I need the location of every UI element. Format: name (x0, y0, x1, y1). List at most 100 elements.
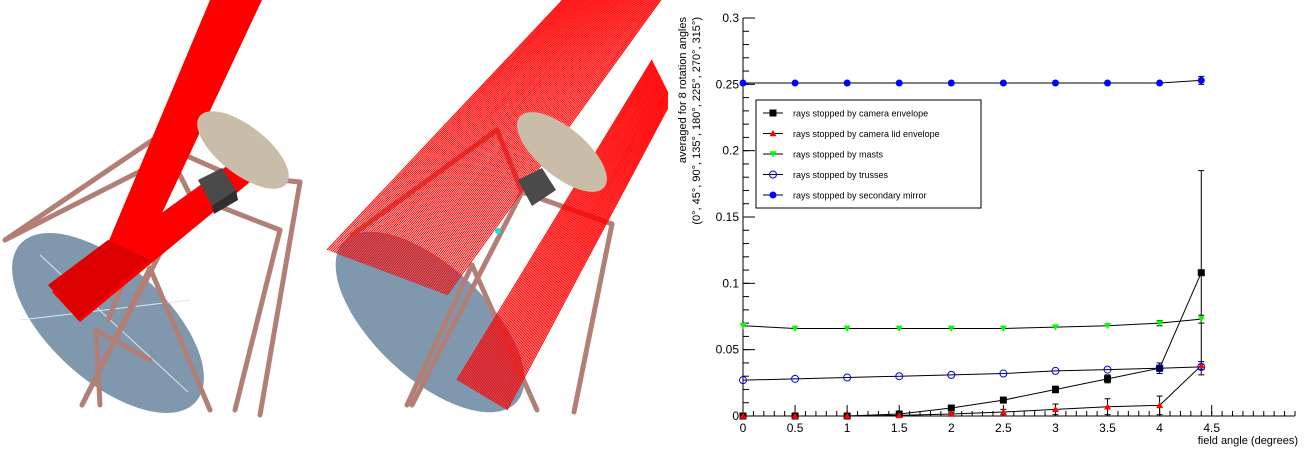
ray-line (382, 0, 609, 272)
ray-line (361, 0, 592, 264)
ray-line (495, 90, 668, 404)
ray-line (338, 0, 574, 255)
ray-line (498, 93, 670, 406)
ray-line (371, 0, 601, 268)
ray-line (352, 0, 585, 261)
ray-line (357, 0, 589, 263)
x-tick-label: 0 (740, 421, 747, 435)
marker-triangle (843, 412, 851, 419)
ray-line (373, 0, 602, 268)
marker-open-circle (1103, 365, 1112, 374)
marker-circle (947, 79, 955, 87)
marker-circle (1197, 76, 1205, 84)
ray-line (468, 68, 658, 388)
marker-square (769, 109, 777, 117)
ray-line (489, 86, 666, 401)
marker-triangle-down (739, 322, 747, 330)
ray-line (347, 0, 581, 259)
marker-triangle (739, 412, 747, 419)
y-axis-label: averaged for 8 rotation angles (677, 17, 689, 164)
ray-line (469, 70, 658, 388)
x-tick-label: 2 (948, 421, 955, 435)
ray-line (363, 0, 594, 265)
ray-line (340, 0, 575, 256)
marker-triangle (999, 408, 1007, 415)
telescope-render-left-drawing (2, 0, 303, 418)
ray-line (503, 97, 672, 409)
legend-label: rays stopped by camera lid envelope (793, 129, 940, 139)
marker-triangle (769, 130, 777, 137)
ray-line (342, 0, 577, 257)
marker-square (947, 404, 955, 412)
chart: 0 0.05 0.1 0.15 0.2 0.25 0.3 0 0.5 1 1.5 2 2.5 3 3.5 4 4… (677, 11, 1298, 447)
marker-triangle-down (843, 325, 851, 332)
ray-bundle-main (48, 240, 150, 320)
marker-square (999, 396, 1007, 404)
marker-open-circle (843, 373, 852, 382)
x-tick-label: 1 (844, 421, 851, 435)
marker-triangle-down (1051, 324, 1059, 331)
chart-panel: 0 0.05 0.1 0.15 0.2 0.25 0.3 0 0.5 1 1.5 2 2.5 3 3.5 4 4… (670, 0, 1305, 450)
legend-label: rays stopped by camera envelope (793, 109, 928, 119)
ray-line (328, 0, 565, 251)
marker-open-circle (769, 170, 777, 179)
marker-triangle-down (1104, 322, 1112, 330)
ray-line (479, 78, 662, 395)
marker-triangle-down (769, 151, 777, 158)
ray-line (385, 0, 612, 273)
x-tick-label: 1.5 (891, 421, 908, 435)
ray-line (397, 0, 622, 278)
ray-line (330, 0, 567, 252)
ray-line (475, 75, 661, 392)
ray-line (496, 91, 669, 405)
marker-circle (1104, 79, 1112, 87)
ray-line (505, 98, 672, 410)
ray-line (392, 0, 618, 276)
marker-triangle (947, 410, 955, 417)
marker-triangle-down (1197, 316, 1205, 323)
ray-line (501, 95, 671, 408)
ray-line (333, 0, 569, 253)
ray-line (377, 0, 605, 270)
ray-line (335, 0, 571, 254)
ray-line (506, 99, 673, 411)
x-tick-label: 2.5 (995, 421, 1012, 435)
marker-circle (769, 191, 777, 199)
legend-box (755, 99, 982, 209)
ray-line (456, 59, 653, 381)
series-line (742, 366, 1202, 381)
ray-line (337, 0, 572, 255)
series-line (743, 365, 1202, 417)
ray-line (350, 0, 584, 260)
marker-triangle-down (895, 325, 903, 332)
ray-line (465, 66, 657, 386)
ray-lines (326, 0, 673, 411)
x-tick-label: 4.5 (1203, 421, 1220, 435)
secondary-mirror (197, 111, 289, 189)
marker-triangle (895, 411, 903, 419)
ray-line (483, 81, 664, 397)
marker-triangle-down (1156, 320, 1164, 327)
marker-triangle (1104, 403, 1112, 410)
ray-line (461, 63, 655, 384)
ray-bundle-in (100, 0, 262, 262)
ray-line (459, 61, 654, 382)
ray-line (366, 0, 597, 266)
marker-open-circle (999, 369, 1008, 378)
ray-line (370, 0, 599, 267)
ray-line (344, 0, 578, 257)
marker-open-circle (791, 374, 800, 383)
marker-triangle-down (999, 325, 1007, 332)
ray-line (384, 0, 611, 272)
series-lines (742, 79, 1202, 417)
ray-line (497, 92, 669, 405)
legend-label: rays stopped by secondary mirror (793, 191, 927, 201)
series-line (743, 79, 1202, 84)
ray-line (473, 73, 660, 391)
ray-line (331, 0, 568, 253)
ray-line (396, 0, 621, 277)
legend-label: rays stopped by masts (793, 150, 884, 160)
y-tick-label: 0.05 (716, 343, 740, 357)
ray-line (359, 0, 591, 263)
ray-line (480, 79, 663, 395)
